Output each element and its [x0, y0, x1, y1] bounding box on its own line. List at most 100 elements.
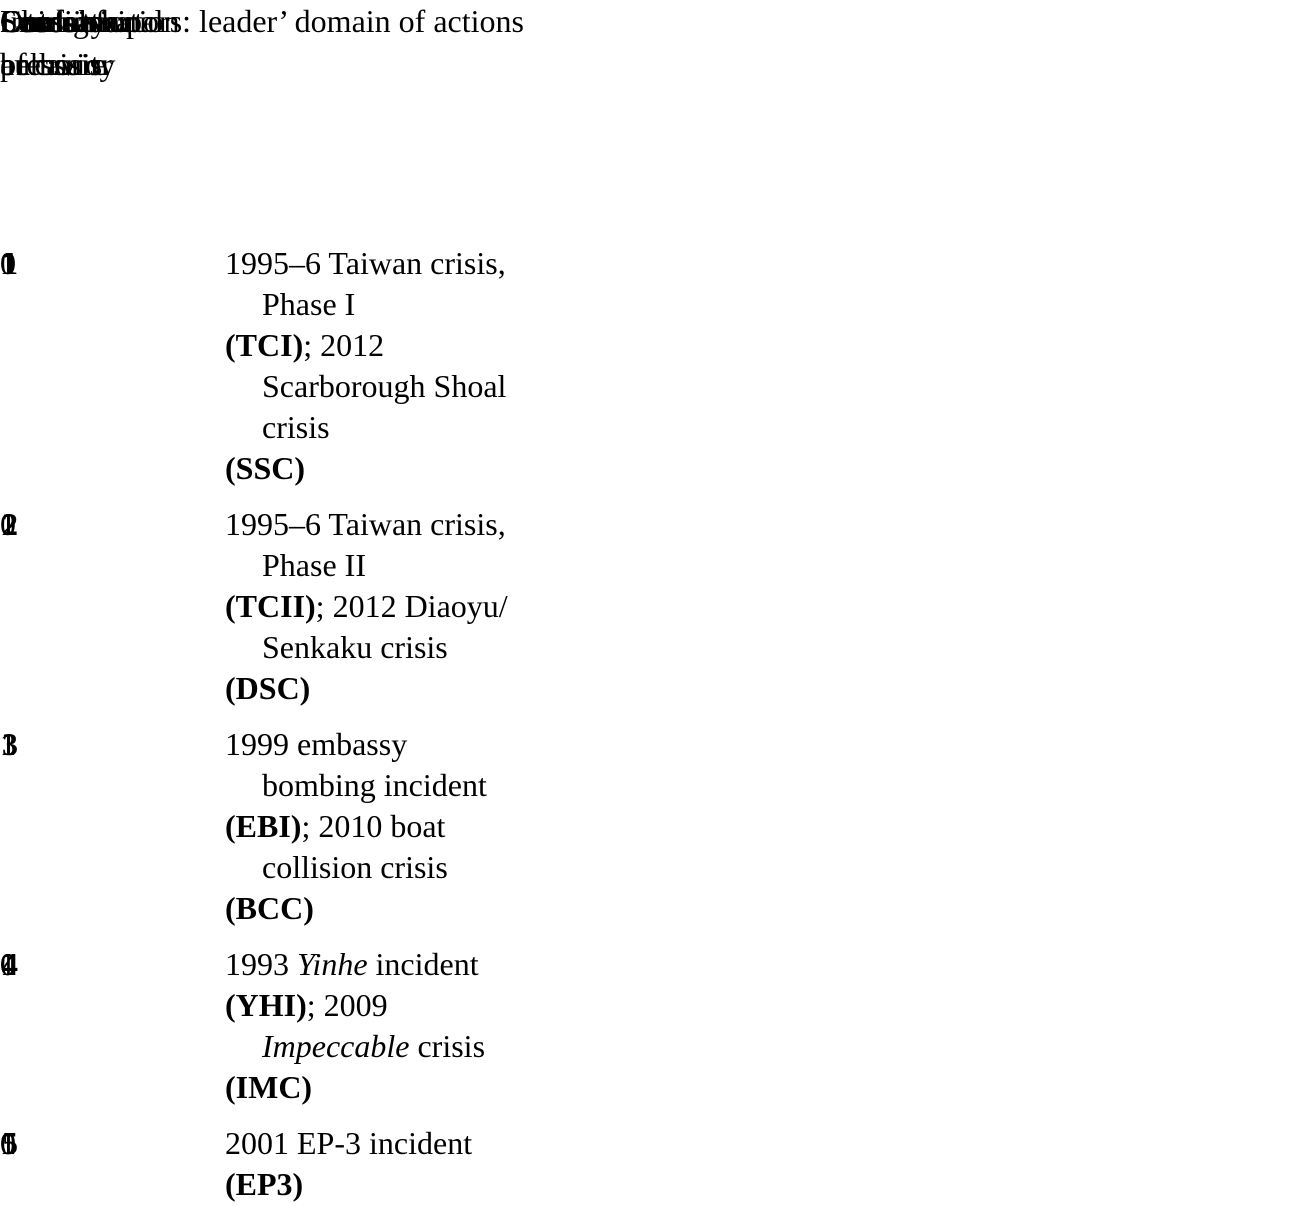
- severity-of-crisis-value: 1: [0, 726, 16, 762]
- case-text-run: Yinhe: [297, 946, 368, 982]
- case-text-run: ; 2012 Diaoyu/: [315, 588, 508, 624]
- configuration-cell: 3: [2, 726, 18, 762]
- chinas-behavior-value: 1: [0, 245, 16, 281]
- case-text-run: (YHI): [225, 987, 307, 1023]
- case-line: (EP3): [225, 1164, 558, 1205]
- leadership-authority-value: 0: [0, 245, 16, 281]
- configuration-cell: 5: [2, 1125, 18, 1161]
- column-header-configuration: Configuration: [0, 3, 180, 39]
- international-pressure-value: 1: [0, 506, 16, 542]
- configuration-cell: 4: [2, 946, 18, 982]
- case-text-run: (TCI): [225, 327, 304, 363]
- case-text-run: ; 2010 boat: [301, 808, 446, 844]
- case-text-run: (SSC): [225, 450, 306, 486]
- case-line: 1993 Yinhe incident: [225, 944, 558, 985]
- case-text-run: Senkaku crisis: [262, 629, 448, 665]
- case-text-run: (BCC): [225, 890, 314, 926]
- case-line: Phase II: [225, 545, 558, 586]
- case-text-run: incident: [367, 946, 479, 982]
- case-line: (IMC): [225, 1067, 558, 1108]
- case-text-run: Phase II: [262, 547, 366, 583]
- cases-cell: 1995–6 Taiwan crisis, Phase II (TCII); 201…: [225, 504, 558, 709]
- leadership-authority-value: 1: [0, 1125, 16, 1161]
- case-text-run: Impeccable: [262, 1028, 410, 1064]
- case-line: collision crisis: [225, 847, 558, 888]
- case-text-run: ; 2012: [303, 327, 385, 363]
- severity-of-crisis-value: 0: [0, 946, 16, 982]
- severity-of-crisis-value: 1: [0, 506, 16, 542]
- case-line: 2001 EP-3 incident: [225, 1123, 558, 1164]
- chinas-behavior-value: 1: [0, 506, 16, 542]
- case-line: 1999 embassy: [225, 724, 558, 765]
- case-text-run: 1995–6 Taiwan crisis,: [225, 245, 506, 281]
- column-header-line: behavior: [0, 46, 112, 82]
- chinas-behavior-value: 0: [0, 1125, 16, 1161]
- case-text-run: 1999 embassy: [225, 726, 408, 762]
- spanner-causal-factors: Causal factors: leader’ domain of action…: [0, 3, 524, 39]
- case-text-run: crisis: [409, 1028, 486, 1064]
- leadership-authority-value: 1: [0, 946, 16, 982]
- cases-cell: 2001 EP-3 incident (EP3): [225, 1123, 558, 1205]
- case-line: (DSC): [225, 668, 558, 709]
- severity-of-crisis-value: 0: [0, 245, 16, 281]
- column-header-line: authority: [0, 46, 116, 82]
- column-header-cases: Cases: [0, 3, 75, 39]
- severity-of-crisis-value: 1: [0, 1125, 16, 1161]
- column-header-severity-of-crisis: Severity of crisis: [0, 0, 107, 86]
- configuration-cell: 2: [2, 506, 18, 542]
- chinas-behavior-value: 1: [0, 726, 16, 762]
- case-text-run: (EBI): [225, 808, 302, 844]
- cases-cell: 1993 Yinhe incident (YHI); 2009 Impeccable…: [225, 944, 558, 1108]
- international-pressure-value: 0: [0, 946, 16, 982]
- case-line: (BCC): [225, 888, 558, 929]
- case-line: (SSC): [225, 448, 558, 489]
- column-header-chinas-behavior: China’s behavior: [0, 0, 112, 86]
- international-pressure-value: 1: [0, 245, 16, 281]
- cases-cell: 1999 embassy bombing incident (EBI); 2010 …: [225, 724, 558, 929]
- leadership-authority-value: 1: [0, 726, 16, 762]
- international-pressure-value: 1: [0, 726, 16, 762]
- leadership-authority-value: 0: [0, 506, 16, 542]
- case-text-run: (EP3): [225, 1166, 304, 1202]
- column-header-line: Severity: [0, 3, 107, 39]
- column-header-line: International: [0, 3, 164, 39]
- case-text-run: Phase I: [262, 286, 356, 322]
- case-text-run: 1995–6 Taiwan crisis,: [225, 506, 506, 542]
- column-header-leadership-authority: Leadership authority: [0, 0, 142, 86]
- case-text-run: collision crisis: [262, 849, 448, 885]
- case-text-run: ; 2009: [306, 987, 388, 1023]
- case-line: (TCI); 2012: [225, 325, 558, 366]
- column-header-line: of crisis: [0, 46, 103, 82]
- case-text-run: 1993: [225, 946, 297, 982]
- case-text-run: crisis: [262, 409, 330, 445]
- case-text-run: (DSC): [225, 670, 311, 706]
- column-header-line: China’s: [0, 3, 98, 39]
- table-row: 3 1999 embassy bombing incident (EBI); 2010…: [0, 724, 1291, 929]
- table-row: 5 2001 EP-3 incident (EP3) 1 1 0 0: [0, 1123, 1291, 1205]
- case-line: (EBI); 2010 boat: [225, 806, 558, 847]
- case-line: Senkaku crisis: [225, 627, 558, 668]
- chinas-behavior-value: 0: [0, 946, 16, 982]
- column-header-line: Leadership: [0, 3, 143, 39]
- case-line: 1995–6 Taiwan crisis,: [225, 504, 558, 545]
- case-text-run: (TCII): [225, 588, 316, 624]
- cases-cell: 1995–6 Taiwan crisis, Phase I (TCI); 2012 S…: [225, 243, 558, 489]
- spanner-outcome: Outcome: [0, 3, 118, 39]
- column-header-line: pressure: [0, 46, 107, 82]
- case-line: Impeccable crisis: [225, 1026, 558, 1067]
- case-line: (YHI); 2009: [225, 985, 558, 1026]
- case-text-run: bombing incident: [262, 767, 487, 803]
- case-text-run: 2001 EP-3 incident: [225, 1125, 473, 1161]
- table-row: 4 1993 Yinhe incident (YHI); 2009 Impeccabl…: [0, 944, 1291, 1108]
- column-header-international-pressure: International pressure: [0, 0, 163, 86]
- case-line: Phase I: [225, 284, 558, 325]
- case-line: 1995–6 Taiwan crisis,: [225, 243, 558, 284]
- table-row: 2 1995–6 Taiwan crisis, Phase II (TCII); 20…: [0, 504, 1291, 709]
- international-pressure-value: 0: [0, 1125, 16, 1161]
- table-row: 1 1995–6 Taiwan crisis, Phase I (TCI); 2012…: [0, 243, 1291, 489]
- case-line: bombing incident: [225, 765, 558, 806]
- case-line: crisis: [225, 407, 558, 448]
- configuration-cell: 1: [2, 245, 18, 281]
- case-text-run: (IMC): [225, 1069, 313, 1105]
